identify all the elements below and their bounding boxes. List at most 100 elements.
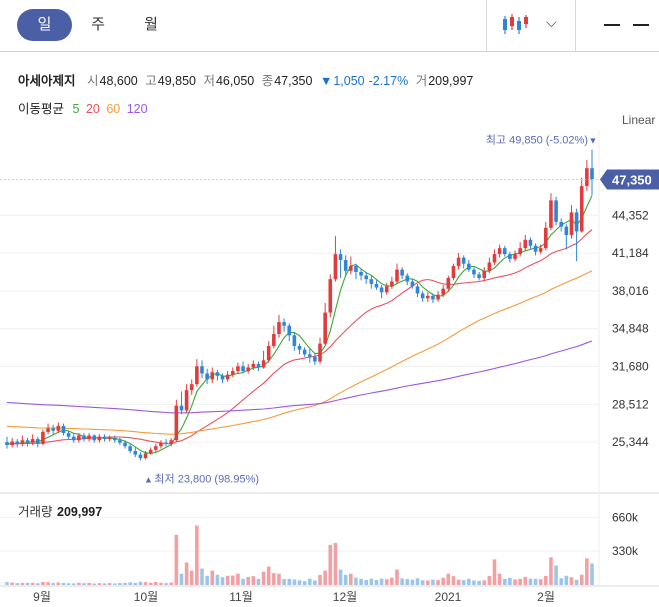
candle-body [544,227,548,249]
volume-panel-label: 거래량 [18,505,53,519]
candle-body [230,371,235,375]
candle [71,434,76,443]
candle-body [66,433,71,437]
candle-body [272,334,276,346]
candle-body [210,372,215,380]
stock-info-bar: 아세아제지 시48,600 고49,850 저46,050 종47,350 ▼1… [18,70,477,89]
candle-body [287,325,292,336]
candle [128,443,132,454]
candle [112,435,117,443]
volume-bar [82,583,86,585]
candle-body [518,248,522,255]
volume-bar [35,583,40,585]
volume-bar [374,580,379,585]
candle-body [112,437,117,441]
volume-bar [297,580,302,585]
candle [533,243,538,256]
volume-bar [569,577,574,585]
ma-60-line [6,270,593,435]
candle [569,205,574,239]
stock-name: 아세아제지 [18,74,76,88]
candle [425,292,430,302]
candle [266,341,271,363]
current-price-tag-bg [600,169,659,190]
scale-toggle[interactable]: Linear [622,113,656,127]
candle [307,348,312,363]
volume-bar [395,569,399,585]
tab-daily[interactable]: 일 [17,9,72,41]
ma-20-line [6,229,593,445]
candle-body [549,200,553,228]
price-tick-label: 34,848 [612,322,649,336]
candle [236,362,240,374]
candle [579,177,584,233]
candle-body [189,384,194,391]
candle [61,423,66,436]
volume-bar [313,580,317,585]
moving-average-legend[interactable]: 이동평균 5 20 60 120 [18,98,153,117]
timeframe-toolbar: 일 주 월 ⌵ [0,0,659,52]
volume-bar [92,583,97,585]
candle [174,399,179,442]
candle-body [508,254,512,259]
candle-body [195,366,199,385]
price-tick-label: 31,680 [612,360,649,374]
candlestick-icon[interactable] [500,12,530,36]
volume-bar [554,565,558,585]
candle-body [71,436,76,441]
candle [502,245,507,257]
candle-body [61,425,66,434]
volume-bar [154,582,158,585]
candle [415,283,420,298]
candle-body [395,269,399,282]
candle [302,347,307,357]
volume-bar [46,582,50,585]
volume-bar [220,577,225,585]
candle [102,434,107,442]
candle [138,452,143,461]
volume-bar [523,576,528,585]
volume-bar [15,583,20,585]
volume-bar [292,579,297,585]
candle [107,435,112,442]
candle [390,276,394,289]
candle [395,263,399,284]
minus-icon[interactable] [604,24,620,26]
volume-bar [318,574,322,585]
volume-bar [25,582,30,585]
candle-body [374,283,379,288]
candle-body [390,281,394,287]
tab-weekly[interactable]: 주 [91,16,105,33]
candle [210,367,215,383]
candle [374,280,379,290]
volume-bar [349,573,353,585]
candle [241,361,245,374]
tab-monthly[interactable]: 월 [144,16,158,33]
candle-body [82,435,86,440]
candle [287,323,292,342]
volume-bar [169,582,174,585]
chevron-down-icon[interactable]: ⌵ [546,14,557,30]
candle [46,423,50,435]
candle [215,369,220,381]
volume-bar [77,582,81,585]
candle [10,437,14,448]
volume-bar [390,577,394,585]
minus-icon[interactable] [633,24,649,26]
volume-bar [128,582,132,585]
open-label: 시 [87,74,99,88]
volume-bar [210,570,215,585]
candle-body [236,366,240,372]
volume-bar [261,571,266,585]
volume-bar [118,583,122,585]
ma-20-label: 20 [85,102,100,116]
candle-body [97,436,102,441]
candle [261,350,266,369]
candle-body [179,405,184,411]
candle-body [5,442,9,446]
candle [477,272,481,281]
candle [508,251,512,263]
volume-bar [502,578,507,585]
volume-bar [338,569,343,585]
